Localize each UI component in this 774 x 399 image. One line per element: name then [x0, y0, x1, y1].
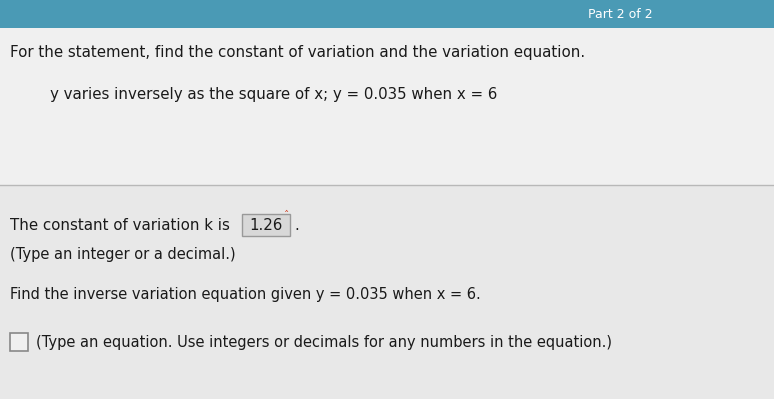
Bar: [0, 185, 774, 399]
Bar: [242, 214, 290, 236]
Text: (Type an integer or a decimal.): (Type an integer or a decimal.): [10, 247, 235, 263]
Text: .: .: [294, 217, 299, 233]
Text: The constant of variation k is: The constant of variation k is: [10, 217, 235, 233]
Text: For the statement, find the constant of variation and the variation equation.: For the statement, find the constant of …: [10, 45, 585, 59]
Text: Find the inverse variation equation given y = 0.035 when x = 6.: Find the inverse variation equation give…: [10, 288, 481, 302]
Text: ‸: ‸: [286, 202, 289, 212]
Text: (Type an equation. Use integers or decimals for any numbers in the equation.): (Type an equation. Use integers or decim…: [36, 334, 612, 350]
Text: y varies inversely as the square of x; y = 0.035 when x = 6: y varies inversely as the square of x; y…: [50, 87, 498, 103]
Text: Part 2 of 2: Part 2 of 2: [587, 8, 652, 20]
Bar: [0, 0, 774, 28]
Bar: [0, 28, 774, 185]
Bar: [10, 333, 28, 351]
Text: 1.26: 1.26: [249, 217, 283, 233]
